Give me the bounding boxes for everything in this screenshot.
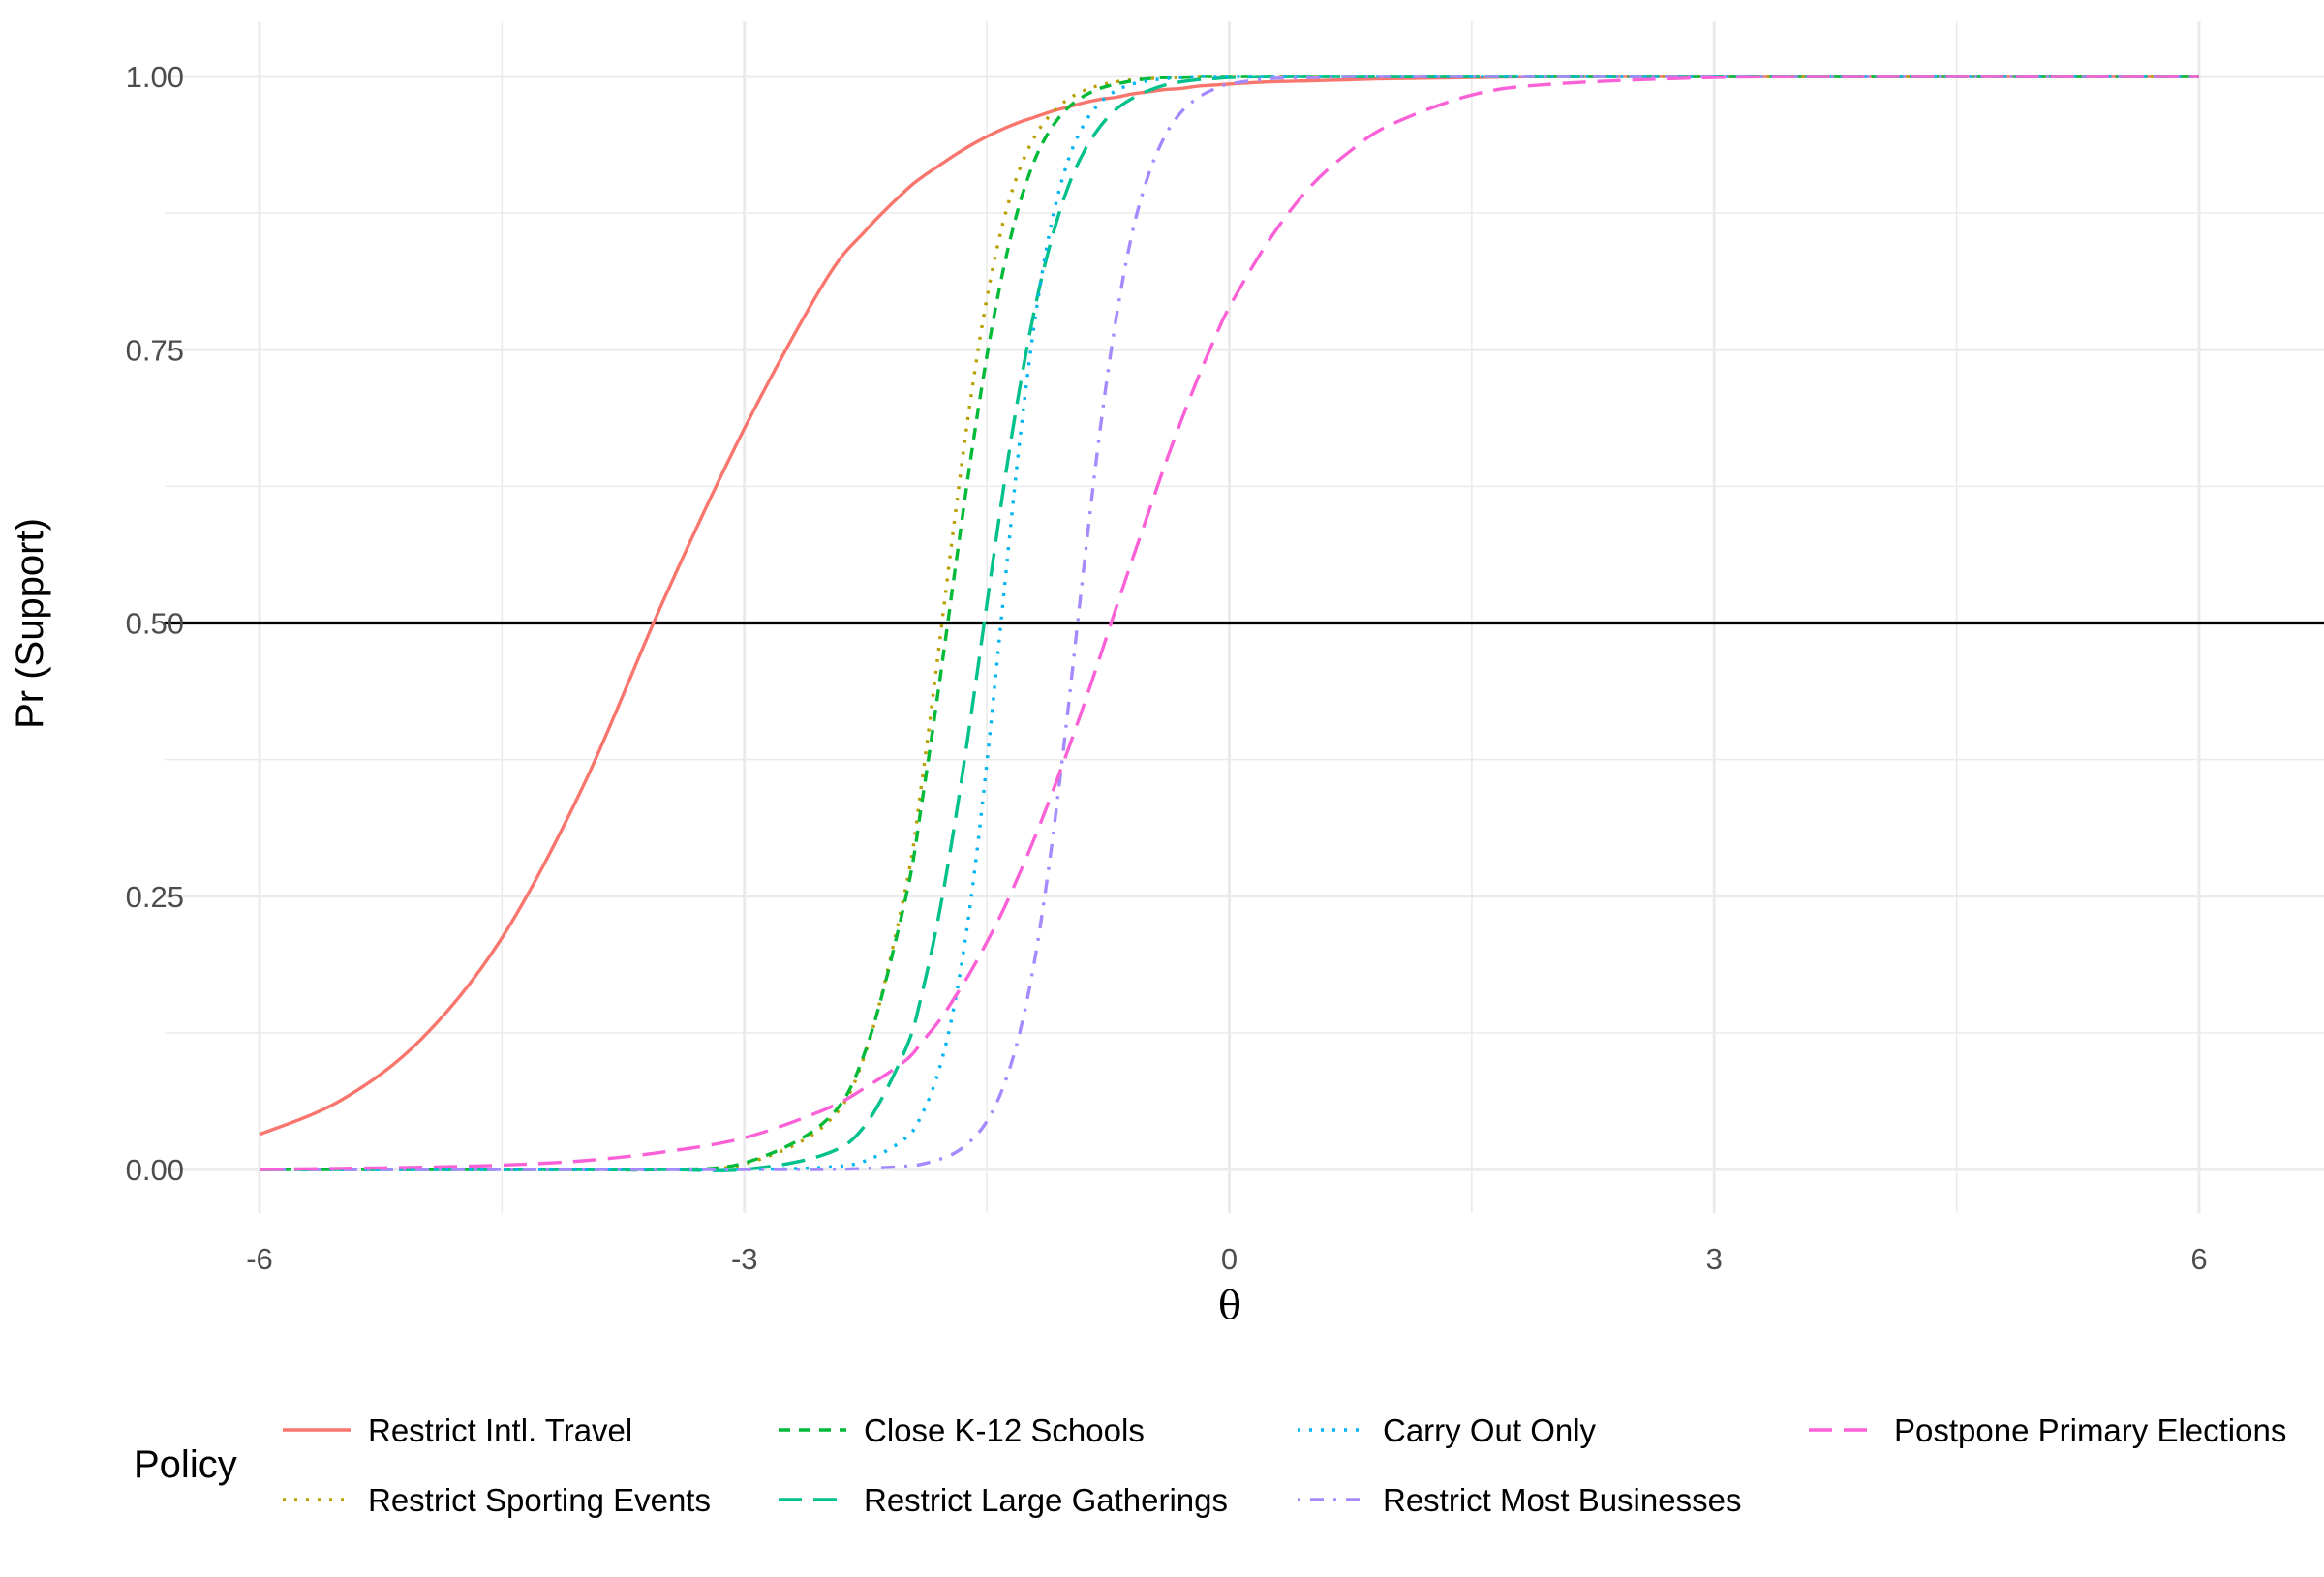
y-tick-label: 0.50 xyxy=(126,607,184,641)
y-tick-labels: 0.00 0.25 0.50 0.75 1.00 xyxy=(126,60,184,1187)
x-tick-labels: -6 -3 0 3 6 xyxy=(246,1242,2207,1276)
y-axis-title: Pr (Support) xyxy=(9,518,51,729)
legend-label: Close K-12 Schools xyxy=(864,1412,1145,1448)
legend-label: Restrict Large Gatherings xyxy=(864,1482,1228,1518)
legend-item: Restrict Intl. Travel xyxy=(283,1412,632,1448)
series-lines xyxy=(259,75,2199,1172)
legend: Policy Restrict Intl. Travel Close K-12 S… xyxy=(134,1412,2286,1518)
x-tick-label: -3 xyxy=(731,1242,758,1276)
legend-item: Postpone Primary Elections xyxy=(1809,1412,2286,1448)
y-tick-label: 0.75 xyxy=(126,333,184,367)
y-tick-label: 0.00 xyxy=(126,1153,184,1187)
legend-entries: Restrict Intl. Travel Close K-12 Schools C… xyxy=(283,1412,2286,1518)
x-axis-title: θ xyxy=(1218,1284,1241,1328)
y-tick-label: 0.25 xyxy=(126,880,184,914)
legend-item: Restrict Large Gatherings xyxy=(779,1482,1228,1518)
series-line-restrict-most-businesses xyxy=(260,75,2199,1171)
legend-title: Policy xyxy=(134,1443,237,1486)
legend-label: Restrict Intl. Travel xyxy=(368,1412,632,1448)
series-line-postpone-primary-elections xyxy=(259,75,2199,1171)
legend-item: Close K-12 Schools xyxy=(779,1412,1145,1448)
y-tick-label: 1.00 xyxy=(126,60,184,94)
x-tick-label: 3 xyxy=(1706,1242,1723,1276)
x-tick-label: 0 xyxy=(1221,1242,1238,1276)
grid-lines xyxy=(165,21,2324,1213)
series-line-close-k-12-schools xyxy=(260,75,2199,1172)
legend-item: Carry Out Only xyxy=(1298,1412,1597,1448)
legend-label: Restrict Sporting Events xyxy=(368,1482,711,1518)
x-tick-label: -6 xyxy=(246,1242,273,1276)
legend-label: Postpone Primary Elections xyxy=(1894,1412,2286,1448)
legend-label: Carry Out Only xyxy=(1383,1412,1597,1448)
legend-item: Restrict Sporting Events xyxy=(283,1482,711,1518)
legend-label: Restrict Most Businesses xyxy=(1383,1482,1741,1518)
x-tick-label: 6 xyxy=(2190,1242,2207,1276)
legend-item: Restrict Most Businesses xyxy=(1298,1482,1741,1518)
